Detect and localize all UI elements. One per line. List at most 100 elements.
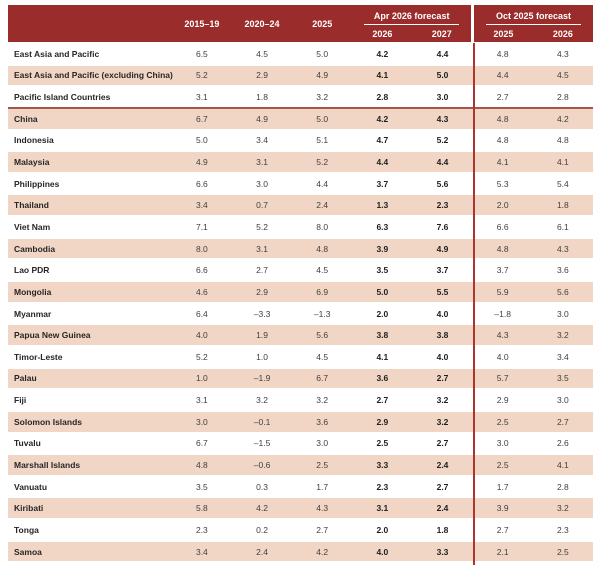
cell-2020-24: 1.9 bbox=[231, 323, 293, 346]
cell-2020-24: 3.2 bbox=[231, 388, 293, 411]
subcol-header-apr-2027: 2027 bbox=[412, 25, 473, 43]
cell-2020-24: 5.2 bbox=[231, 215, 293, 238]
table-row: Fiji 3.1 3.2 3.2 2.7 3.2 2.9 3.0 bbox=[8, 388, 593, 411]
cell-oct-forecast-2025: 6.6 bbox=[472, 215, 533, 238]
row-label: Samoa bbox=[8, 539, 172, 563]
cell-2015-19: 2.3 bbox=[171, 518, 232, 541]
cell-2020-24: 2.9 bbox=[231, 280, 293, 303]
row-label: Timor-Leste bbox=[8, 344, 172, 368]
group-header-oct-2025-forecast: Oct 2025 forecast bbox=[471, 5, 593, 25]
cell-oct-forecast-2025: 3.9 bbox=[472, 496, 533, 520]
cell-apr-forecast-2027: 7.6 bbox=[412, 215, 473, 238]
cell-2015-19: 5.2 bbox=[171, 344, 232, 368]
table-row: Thailand 3.4 0.7 2.4 1.3 2.3 2.0 1.8 bbox=[8, 193, 593, 217]
cell-2020-24: 1.8 bbox=[231, 85, 293, 108]
cell-apr-forecast-2027: 5.2 bbox=[412, 128, 473, 152]
cell-oct-forecast-2025: 2.7 bbox=[472, 518, 533, 541]
table-row: Philippines 6.6 3.0 4.4 3.7 5.6 5.3 5.4 bbox=[8, 171, 593, 195]
cell-oct-forecast-2026: 3.2 bbox=[532, 323, 593, 346]
cell-apr-forecast-2026: 4.7 bbox=[352, 128, 413, 152]
cell-2020-24: 0.7 bbox=[231, 193, 293, 217]
cell-2025: 2.4 bbox=[292, 193, 353, 217]
cell-oct-forecast-2025: 4.3 bbox=[472, 323, 533, 346]
subcol-header-oct-2026: 2026 bbox=[532, 25, 593, 43]
cell-2025: 6.7 bbox=[292, 366, 353, 390]
cell-2025: 3.0 bbox=[292, 431, 353, 455]
cell-oct-forecast-2026: 5.4 bbox=[532, 171, 593, 195]
cell-2015-19: 4.6 bbox=[171, 280, 232, 303]
cell-apr-forecast-2027: 3.7 bbox=[412, 258, 473, 282]
period-header-2025: 2025 bbox=[292, 5, 353, 43]
cell-apr-forecast-2026: 1.3 bbox=[352, 193, 413, 217]
cell-apr-forecast-2026: 2.0 bbox=[352, 301, 413, 325]
table-row: Myanmar 6.4 –3.3 –1.3 2.0 4.0 –1.8 3.0 bbox=[8, 301, 593, 325]
forecast-group-divider-line bbox=[472, 43, 475, 565]
cell-oct-forecast-2025: 4.4 bbox=[472, 63, 533, 87]
cell-2020-24: –3.3 bbox=[231, 301, 293, 325]
cell-apr-forecast-2026: 2.3 bbox=[352, 474, 413, 498]
row-label: Indonesia bbox=[8, 128, 172, 152]
cell-2025: 4.9 bbox=[292, 63, 353, 87]
cell-apr-forecast-2026: 3.6 bbox=[352, 366, 413, 390]
cell-apr-forecast-2026: 2.7 bbox=[352, 388, 413, 411]
cell-apr-forecast-2027: 1.8 bbox=[412, 518, 473, 541]
cell-apr-forecast-2027: 3.8 bbox=[412, 323, 473, 346]
table-row: Viet Nam 7.1 5.2 8.0 6.3 7.6 6.6 6.1 bbox=[8, 215, 593, 238]
cell-2025: 3.6 bbox=[292, 409, 353, 433]
cell-oct-forecast-2026: 4.2 bbox=[532, 106, 593, 130]
cell-2025: 4.5 bbox=[292, 258, 353, 282]
cell-2020-24: 3.0 bbox=[231, 171, 293, 195]
subcol-header-apr-2026: 2026 bbox=[352, 25, 413, 43]
cell-2020-24: 4.9 bbox=[231, 106, 293, 130]
cell-2020-24: –0.6 bbox=[231, 453, 293, 476]
cell-apr-forecast-2027: 3.2 bbox=[412, 388, 473, 411]
cell-oct-forecast-2026: 4.1 bbox=[532, 453, 593, 476]
table-body: East Asia and Pacific 6.5 4.5 5.0 4.2 4.… bbox=[8, 42, 593, 565]
cell-oct-forecast-2026: 4.5 bbox=[532, 63, 593, 87]
cell-apr-forecast-2026: 2.9 bbox=[352, 409, 413, 433]
table-row: Solomon Islands 3.0 –0.1 3.6 2.9 3.2 2.5… bbox=[8, 409, 593, 433]
row-label: China bbox=[8, 106, 172, 130]
cell-apr-forecast-2026: 4.1 bbox=[352, 63, 413, 87]
label-column-header bbox=[8, 5, 172, 43]
cell-apr-forecast-2027: 4.4 bbox=[412, 150, 473, 173]
cell-oct-forecast-2026: 5.6 bbox=[532, 280, 593, 303]
cell-apr-forecast-2027: 5.5 bbox=[412, 280, 473, 303]
cell-apr-forecast-2027: 3.3 bbox=[412, 539, 473, 563]
table-row: East Asia and Pacific 6.5 4.5 5.0 4.2 4.… bbox=[8, 42, 593, 65]
table-row: Palau 1.0 –1.9 6.7 3.6 2.7 5.7 3.5 bbox=[8, 366, 593, 390]
period-header-2020-24: 2020–24 bbox=[231, 5, 293, 43]
row-label: Vanuatu bbox=[8, 474, 172, 498]
cell-oct-forecast-2025: 2.9 bbox=[472, 388, 533, 411]
row-label: Lao PDR bbox=[8, 258, 172, 282]
table-row: China 6.7 4.9 5.0 4.2 4.3 4.8 4.2 bbox=[8, 106, 593, 130]
cell-oct-forecast-2025: 4.0 bbox=[472, 344, 533, 368]
group-header-apr-2026-forecast: Apr 2026 forecast bbox=[352, 5, 473, 25]
cell-oct-forecast-2026: 1.8 bbox=[532, 193, 593, 217]
cell-2015-19: 6.6 bbox=[171, 171, 232, 195]
cell-apr-forecast-2027: 1.3 bbox=[412, 561, 473, 565]
cell-oct-forecast-2025: 4.8 bbox=[472, 236, 533, 260]
cell-2020-24: 2.7 bbox=[231, 258, 293, 282]
cell-2025: 3.2 bbox=[292, 388, 353, 411]
row-label: Myanmar bbox=[8, 301, 172, 325]
cell-apr-forecast-2026: 4.4 bbox=[352, 150, 413, 173]
cell-apr-forecast-2027: 3.0 bbox=[412, 85, 473, 108]
cell-apr-forecast-2026: 4.1 bbox=[352, 344, 413, 368]
table-row: Cambodia 8.0 3.1 4.8 3.9 4.9 4.8 4.3 bbox=[8, 236, 593, 260]
cell-2015-19: 3.0 bbox=[171, 409, 232, 433]
cell-apr-forecast-2026: 2.8 bbox=[352, 85, 413, 108]
table-row: Indonesia 5.0 3.4 5.1 4.7 5.2 4.8 4.8 bbox=[8, 128, 593, 152]
cell-2015-19: 3.5 bbox=[171, 474, 232, 498]
cell-oct-forecast-2025: 4.8 bbox=[472, 106, 533, 130]
cell-apr-forecast-2026: 0.8 bbox=[352, 561, 413, 565]
row-label: Tonga bbox=[8, 518, 172, 541]
cell-2025: 4.3 bbox=[292, 496, 353, 520]
cell-2015-19: 3.1 bbox=[171, 85, 232, 108]
table-row: Micronesia, Fed. Sts. 2.0 –0.9 1.1 0.8 1… bbox=[8, 561, 593, 565]
row-label: Fiji bbox=[8, 388, 172, 411]
cell-2015-19: 3.4 bbox=[171, 539, 232, 563]
cell-oct-forecast-2025: 3.0 bbox=[472, 431, 533, 455]
cell-2015-19: 2.0 bbox=[171, 561, 232, 565]
cell-2020-24: –0.1 bbox=[231, 409, 293, 433]
